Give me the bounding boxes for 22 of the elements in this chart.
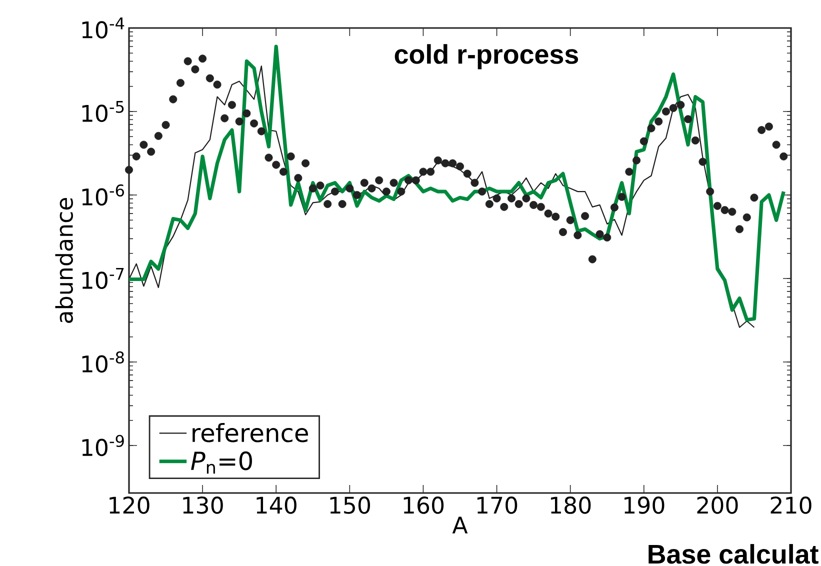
- y-tick-label: 10$^{-8}$: [82, 351, 124, 373]
- x-tick-label: 210: [770, 496, 812, 514]
- text: Base calculat: [648, 544, 818, 564]
- legend-label: P$_{n}$=0: [191, 451, 252, 474]
- x-tick-label: 180: [550, 496, 591, 514]
- x-tick-label: 160: [404, 496, 444, 514]
- x-axis-title: A: [452, 516, 468, 534]
- legend-label: reference: [192, 422, 308, 442]
- y-tick-label: 10$^{-4}$: [82, 17, 124, 39]
- y-tick-label: 10$^{-9}$: [82, 434, 124, 456]
- x-tick-label: 170: [477, 496, 518, 514]
- x-tick-label: 130: [183, 496, 223, 514]
- y-axis-title: abundance: [55, 198, 73, 323]
- y-tick-label: 10$^{-6}$: [82, 184, 124, 206]
- y-tick-label: 10$^{-7}$: [82, 268, 124, 290]
- x-tick-label: 140: [256, 496, 296, 514]
- x-tick-label: 120: [110, 496, 150, 514]
- y-tick-label: 10$^{-5}$: [82, 100, 124, 122]
- x-tick-label: 150: [330, 496, 370, 514]
- text: cold r-process: [394, 44, 578, 70]
- x-tick-label: 190: [624, 496, 664, 514]
- x-tick-label: 200: [697, 496, 738, 514]
